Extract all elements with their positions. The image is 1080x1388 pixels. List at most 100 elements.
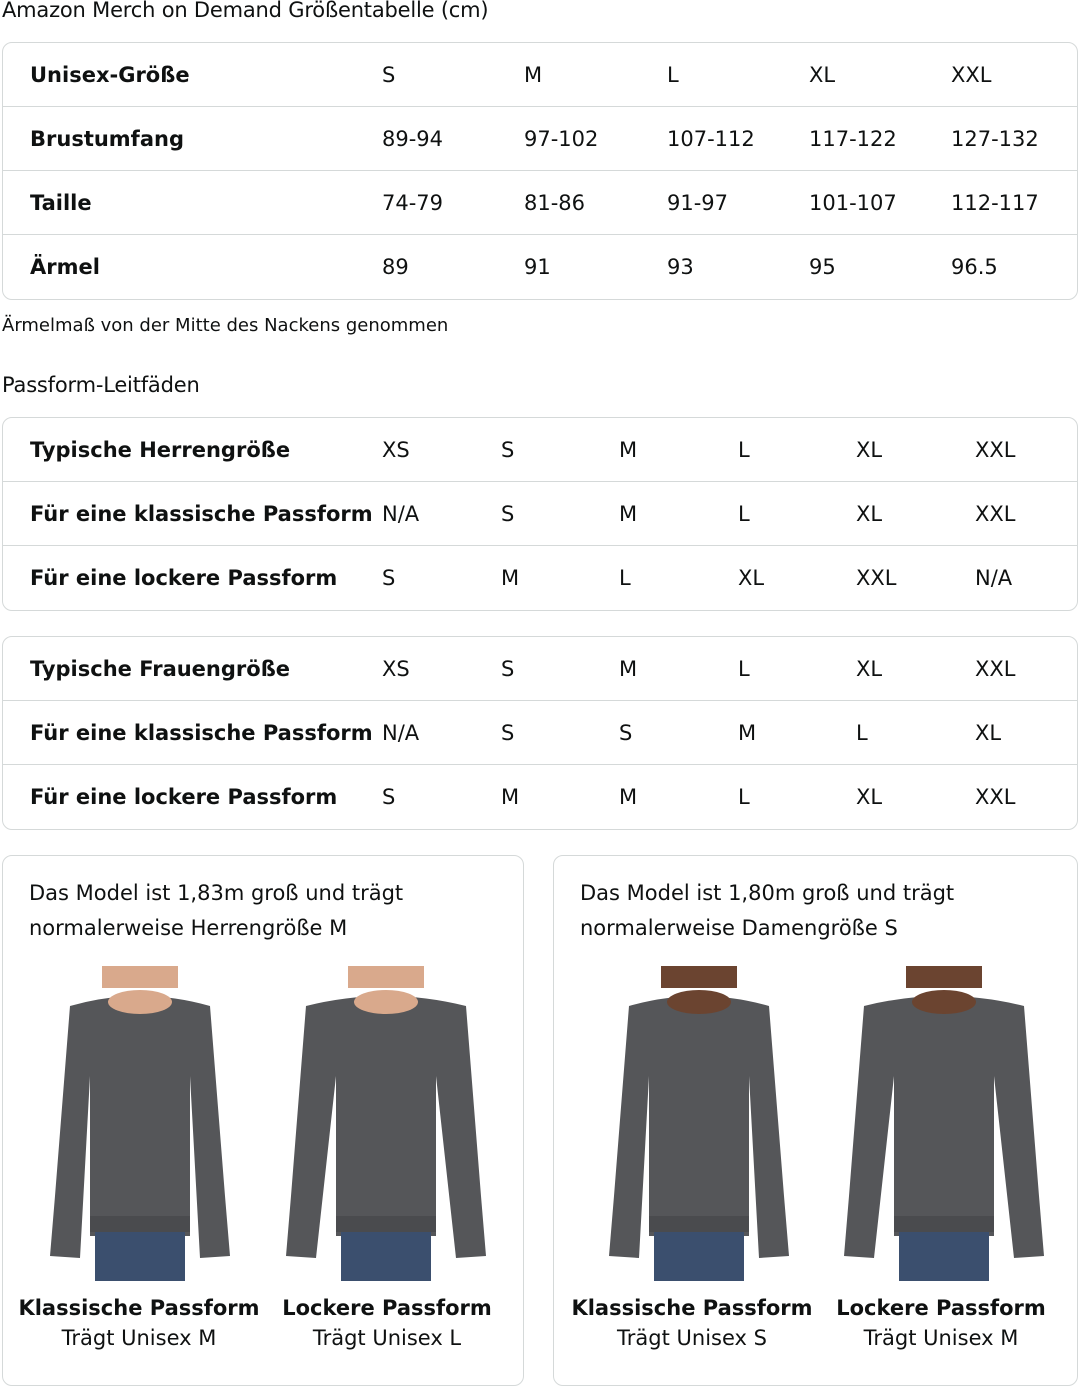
table-cell: 107-112: [667, 126, 755, 151]
table-cell: 117-122: [809, 126, 897, 151]
table-cell: N/A: [382, 720, 420, 745]
table-cell: XL: [738, 566, 765, 590]
table-cell: XXL: [975, 656, 1016, 681]
fit-caption: Klassische Passform Trägt Unisex S: [567, 1296, 817, 1350]
row-label: Typische Frauengröße: [30, 656, 291, 681]
table-cell: XS: [382, 656, 410, 681]
table-cell: XL: [856, 437, 883, 462]
model-photo: [844, 966, 1044, 1281]
table-cell: S: [501, 656, 515, 681]
women-fit-table: Typische Frauengröße XS S M L XL XXL Für eine k…: [2, 636, 1078, 830]
table-cell: 81-86: [524, 190, 586, 215]
table-cell: XL: [975, 720, 1002, 745]
table-cell: 112-117: [951, 190, 1039, 215]
desc-line: normalerweise Damengröße S: [580, 916, 898, 940]
table-cell: 89-94: [382, 126, 444, 151]
table-cell: 101-107: [809, 190, 897, 215]
table-cell: S: [382, 62, 396, 87]
table-cell: M: [524, 62, 543, 87]
table-cell: XS: [382, 437, 410, 462]
table-row: Für eine lockere Passform S M L XL XXL N/A: [3, 546, 1077, 610]
fit-subtitle: Trägt Unisex M: [61, 1326, 217, 1350]
table-cell: 127-132: [951, 126, 1039, 151]
row-label: Für eine lockere Passform: [30, 785, 338, 809]
fit-title: Klassische Passform: [571, 1296, 813, 1320]
sleeve-note: Ärmelmaß von der Mitte des Nackens genom…: [2, 315, 449, 336]
table-row: Brustumfang 89-94 97-102 107-112 117-122 127-…: [3, 107, 1077, 171]
table-row: Typische Frauengröße XS S M L XL XXL: [3, 637, 1077, 701]
table-cell: S: [501, 437, 515, 462]
table-cell: S: [382, 566, 396, 590]
table-cell: XXL: [975, 785, 1016, 809]
table-cell: M: [619, 437, 638, 462]
row-label: Für eine lockere Passform: [30, 566, 338, 590]
table-cell: M: [619, 656, 638, 681]
table-cell: L: [738, 501, 750, 526]
men-model-card: Das Model ist 1,83m groß und trägt normal…: [2, 855, 524, 1386]
table-cell: 91-97: [667, 190, 729, 215]
table-cell: M: [619, 501, 638, 526]
table-cell: XL: [856, 656, 883, 681]
table-cell: 96.5: [951, 255, 998, 279]
table-row: Für eine klassische Passform N/A S S M L XL: [3, 701, 1077, 765]
fit-title: Lockere Passform: [282, 1296, 492, 1320]
table-cell: XL: [809, 62, 836, 87]
model-photo: [286, 966, 486, 1281]
table-cell: N/A: [382, 501, 420, 526]
table-cell: M: [501, 566, 520, 590]
table-cell: N/A: [975, 566, 1013, 590]
fit-title: Lockere Passform: [836, 1296, 1046, 1320]
table-cell: 97-102: [524, 126, 599, 151]
table-cell: 95: [809, 255, 836, 279]
fit-caption: Lockere Passform Trägt Unisex M: [816, 1296, 1066, 1350]
table-cell: L: [738, 785, 750, 809]
table-row: Für eine klassische Passform N/A S M L XL XXL: [3, 482, 1077, 546]
size-table: Unisex-Größe S M L XL XXL Brustumfang 89-94 97-1…: [2, 42, 1078, 300]
men-fit-table: Typische Herrengröße XS S M L XL XXL Für eine k…: [2, 417, 1078, 611]
fit-subtitle: Trägt Unisex L: [312, 1326, 462, 1350]
table-cell: M: [619, 785, 638, 809]
desc-line: Das Model ist 1,83m groß und trägt: [29, 881, 404, 905]
table-cell: XL: [856, 501, 883, 526]
table-cell: XXL: [975, 437, 1016, 462]
desc-line: Das Model ist 1,80m groß und trägt: [580, 881, 955, 905]
table-cell: S: [501, 720, 515, 745]
table-cell: M: [501, 785, 520, 809]
table-cell: XXL: [856, 566, 897, 590]
table-row: Für eine lockere Passform S M M L XL XXL: [3, 765, 1077, 829]
model-description: Das Model ist 1,80m groß und trägt normal…: [580, 876, 1040, 946]
desc-line: normalerweise Herrengröße M: [29, 916, 348, 940]
table-cell: XL: [856, 785, 883, 809]
row-label: Brustumfang: [30, 126, 184, 151]
table-cell: S: [382, 785, 396, 809]
table-cell: L: [667, 62, 679, 87]
table-cell: S: [501, 501, 515, 526]
fit-caption: Klassische Passform Trägt Unisex M: [14, 1296, 264, 1350]
table-cell: M: [738, 720, 757, 745]
table-cell: XXL: [951, 62, 992, 87]
fit-caption: Lockere Passform Trägt Unisex L: [262, 1296, 512, 1350]
table-cell: L: [738, 437, 750, 462]
row-label: Ärmel: [30, 255, 100, 279]
table-cell: L: [738, 656, 750, 681]
page-title: Amazon Merch on Demand Größentabelle (cm…: [2, 0, 489, 22]
table-cell: 91: [524, 255, 551, 279]
table-row: Typische Herrengröße XS S M L XL XXL: [3, 418, 1077, 482]
row-label: Taille: [30, 190, 92, 215]
table-cell: 93: [667, 255, 694, 279]
row-label: Für eine klassische Passform: [30, 720, 373, 745]
table-cell: XXL: [975, 501, 1016, 526]
model-photo: [599, 966, 799, 1281]
model-photo: [40, 966, 240, 1281]
table-cell: L: [856, 720, 868, 745]
table-cell: L: [619, 566, 631, 590]
table-row: Taille 74-79 81-86 91-97 101-107 112-117: [3, 171, 1077, 235]
row-label: Unisex-Größe: [30, 62, 190, 87]
fit-heading: Passform-Leitfäden: [2, 373, 200, 397]
table-cell: 89: [382, 255, 409, 279]
table-cell: 74-79: [382, 190, 444, 215]
table-row: Unisex-Größe S M L XL XXL: [3, 43, 1077, 107]
fit-title: Klassische Passform: [18, 1296, 260, 1320]
table-row: Ärmel 89 91 93 95 96.5: [3, 235, 1077, 299]
row-label: Für eine klassische Passform: [30, 501, 373, 526]
